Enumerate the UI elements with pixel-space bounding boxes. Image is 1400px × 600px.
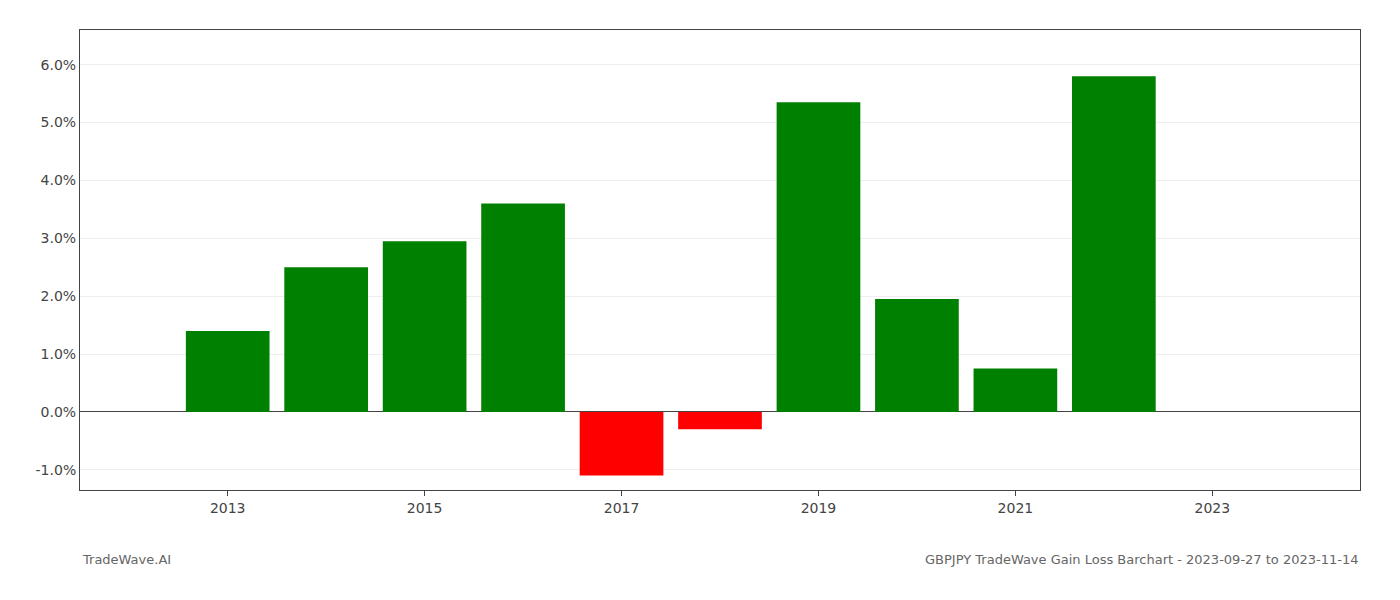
- svg-text:3.0%: 3.0%: [41, 230, 77, 246]
- svg-text:0.0%: 0.0%: [41, 404, 77, 420]
- svg-text:1.0%: 1.0%: [41, 346, 77, 362]
- svg-text:2013: 2013: [210, 500, 246, 516]
- svg-text:2021: 2021: [998, 500, 1034, 516]
- svg-text:2017: 2017: [604, 500, 640, 516]
- svg-text:2023: 2023: [1194, 500, 1230, 516]
- svg-text:2.0%: 2.0%: [41, 288, 77, 304]
- svg-text:2019: 2019: [801, 500, 837, 516]
- svg-text:4.0%: 4.0%: [41, 172, 77, 188]
- svg-text:5.0%: 5.0%: [41, 114, 77, 130]
- svg-text:6.0%: 6.0%: [41, 57, 77, 73]
- svg-text:-1.0%: -1.0%: [36, 462, 77, 478]
- svg-text:GBPJPY TradeWave Gain Loss Bar: GBPJPY TradeWave Gain Loss Barchart - 20…: [925, 552, 1358, 567]
- svg-text:TradeWave.AI: TradeWave.AI: [82, 552, 171, 567]
- svg-text:2015: 2015: [407, 500, 443, 516]
